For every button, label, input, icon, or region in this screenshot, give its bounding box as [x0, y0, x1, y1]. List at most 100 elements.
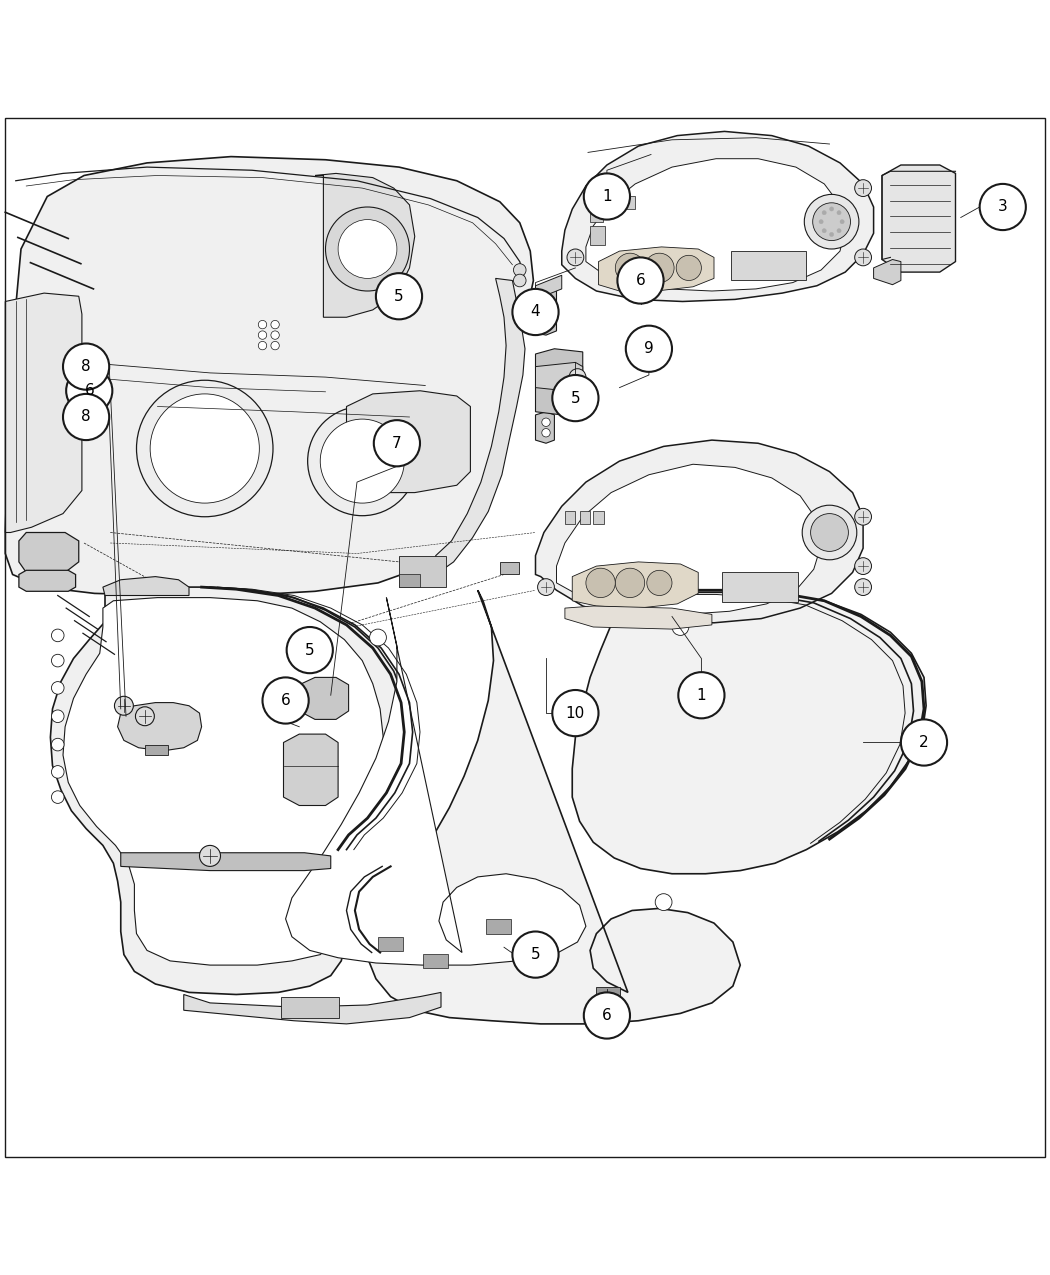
Polygon shape	[121, 853, 331, 871]
Text: 4: 4	[530, 305, 541, 320]
Circle shape	[676, 255, 701, 280]
Circle shape	[819, 219, 823, 224]
Bar	[731, 251, 806, 280]
Circle shape	[150, 394, 259, 504]
Circle shape	[271, 342, 279, 349]
Circle shape	[855, 557, 872, 575]
Circle shape	[584, 992, 630, 1039]
Text: 5: 5	[304, 643, 315, 658]
Circle shape	[672, 618, 689, 635]
Circle shape	[513, 264, 526, 277]
Circle shape	[374, 421, 420, 467]
Circle shape	[51, 765, 64, 778]
Circle shape	[326, 207, 410, 291]
Circle shape	[617, 258, 664, 303]
Bar	[399, 556, 446, 586]
Circle shape	[512, 289, 559, 335]
Circle shape	[822, 210, 826, 214]
Circle shape	[855, 180, 872, 196]
Bar	[565, 511, 575, 524]
Circle shape	[383, 286, 404, 307]
Circle shape	[524, 936, 547, 959]
Circle shape	[538, 579, 554, 595]
Text: 1: 1	[696, 687, 707, 703]
Text: 8: 8	[81, 360, 91, 374]
Circle shape	[830, 207, 834, 212]
Polygon shape	[436, 278, 525, 575]
Text: 6: 6	[280, 694, 291, 708]
Polygon shape	[50, 586, 407, 994]
Polygon shape	[5, 157, 533, 595]
Circle shape	[262, 677, 309, 724]
Polygon shape	[19, 533, 79, 572]
Circle shape	[258, 320, 267, 329]
Polygon shape	[63, 598, 383, 965]
Polygon shape	[536, 440, 863, 622]
Polygon shape	[882, 164, 956, 272]
Circle shape	[569, 368, 586, 385]
Polygon shape	[536, 349, 583, 414]
Polygon shape	[118, 703, 202, 751]
Circle shape	[370, 629, 386, 646]
Circle shape	[626, 325, 672, 372]
Circle shape	[542, 428, 550, 437]
Circle shape	[542, 296, 550, 303]
Circle shape	[542, 307, 550, 316]
Polygon shape	[598, 247, 714, 291]
Text: 6: 6	[635, 273, 646, 288]
Polygon shape	[536, 412, 554, 444]
Circle shape	[542, 418, 550, 426]
Bar	[525, 940, 550, 955]
Text: 1: 1	[602, 189, 612, 204]
Circle shape	[678, 672, 724, 718]
Circle shape	[552, 375, 598, 421]
Circle shape	[822, 228, 826, 233]
Bar	[145, 745, 168, 755]
Polygon shape	[286, 598, 586, 965]
Bar	[596, 998, 612, 1007]
Bar	[423, 954, 448, 968]
Polygon shape	[536, 362, 583, 391]
Bar	[399, 575, 420, 586]
Circle shape	[645, 254, 674, 283]
Circle shape	[51, 654, 64, 667]
Circle shape	[855, 579, 872, 595]
Text: 6: 6	[84, 384, 94, 398]
Circle shape	[813, 203, 851, 241]
Circle shape	[287, 627, 333, 673]
Bar	[596, 987, 620, 1000]
Bar	[593, 511, 604, 524]
Polygon shape	[346, 390, 470, 492]
Circle shape	[552, 690, 598, 736]
Polygon shape	[19, 570, 76, 592]
Circle shape	[338, 219, 397, 278]
Circle shape	[855, 249, 872, 265]
Circle shape	[542, 320, 550, 329]
Circle shape	[804, 194, 859, 249]
Circle shape	[135, 706, 154, 725]
Circle shape	[512, 932, 559, 978]
Circle shape	[51, 710, 64, 723]
Bar	[596, 196, 607, 209]
Polygon shape	[536, 275, 562, 300]
Circle shape	[830, 232, 834, 237]
Circle shape	[258, 332, 267, 339]
Circle shape	[63, 343, 109, 390]
Polygon shape	[556, 464, 821, 615]
Circle shape	[837, 210, 841, 214]
Text: 9: 9	[644, 342, 654, 356]
Polygon shape	[562, 131, 874, 301]
Circle shape	[271, 332, 279, 339]
Bar	[722, 572, 798, 602]
Bar	[281, 997, 339, 1017]
Polygon shape	[315, 173, 415, 317]
Text: 6: 6	[602, 1009, 612, 1023]
Circle shape	[51, 629, 64, 641]
Text: 2: 2	[919, 734, 929, 750]
Circle shape	[586, 569, 615, 598]
Polygon shape	[284, 734, 338, 806]
Polygon shape	[368, 590, 740, 1024]
Circle shape	[308, 407, 417, 515]
Circle shape	[837, 228, 841, 233]
Polygon shape	[874, 260, 901, 284]
